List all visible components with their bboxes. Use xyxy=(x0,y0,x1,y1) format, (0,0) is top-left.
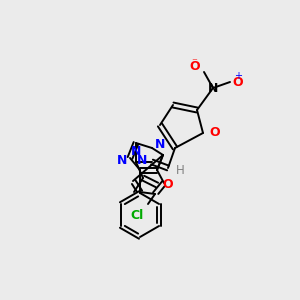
Text: N: N xyxy=(136,154,147,166)
Text: O: O xyxy=(189,61,200,74)
Text: ⁻: ⁻ xyxy=(191,57,197,67)
Text: O: O xyxy=(209,127,220,140)
Text: N: N xyxy=(208,82,218,94)
Text: +: + xyxy=(234,71,242,81)
Text: N: N xyxy=(131,145,141,158)
Text: H: H xyxy=(176,164,185,176)
Text: O: O xyxy=(162,178,172,191)
Text: N: N xyxy=(117,154,127,167)
Text: O: O xyxy=(232,76,243,88)
Text: N: N xyxy=(155,139,165,152)
Text: Cl: Cl xyxy=(131,209,144,222)
